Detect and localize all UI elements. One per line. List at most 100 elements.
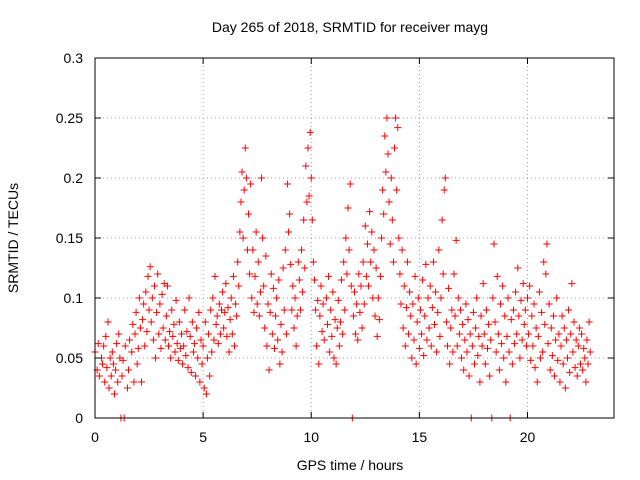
data-point bbox=[413, 318, 421, 326]
data-point bbox=[517, 296, 525, 304]
data-point bbox=[471, 360, 479, 368]
data-point bbox=[426, 282, 434, 290]
data-point bbox=[429, 258, 437, 266]
data-point bbox=[145, 306, 153, 314]
data-point bbox=[540, 258, 548, 266]
data-point bbox=[576, 360, 584, 368]
data-point bbox=[139, 316, 147, 324]
data-point bbox=[451, 312, 459, 320]
data-point bbox=[196, 378, 204, 386]
data-point bbox=[400, 282, 408, 290]
data-point bbox=[351, 288, 358, 296]
data-point bbox=[581, 354, 589, 362]
data-point bbox=[367, 258, 375, 266]
data-point bbox=[253, 300, 261, 308]
data-point bbox=[146, 263, 154, 271]
data-point bbox=[474, 352, 482, 360]
data-point bbox=[543, 240, 551, 248]
data-point bbox=[132, 308, 140, 316]
data-point bbox=[167, 354, 175, 362]
data-point bbox=[147, 318, 155, 326]
data-points bbox=[91, 114, 594, 422]
data-point bbox=[353, 300, 361, 308]
data-point bbox=[144, 272, 152, 280]
data-point bbox=[547, 324, 555, 332]
data-point bbox=[354, 336, 362, 344]
data-point bbox=[159, 324, 167, 332]
data-point bbox=[492, 348, 500, 356]
data-point bbox=[313, 342, 321, 350]
data-point bbox=[406, 288, 414, 296]
data-point bbox=[559, 360, 567, 368]
data-point bbox=[272, 312, 280, 320]
data-point bbox=[341, 306, 349, 314]
data-point bbox=[278, 348, 286, 356]
data-point bbox=[502, 378, 510, 386]
data-point bbox=[456, 306, 464, 314]
data-point bbox=[340, 258, 348, 266]
data-point bbox=[464, 316, 472, 324]
data-point bbox=[275, 276, 283, 284]
data-point bbox=[212, 320, 220, 328]
data-point bbox=[503, 332, 511, 340]
data-point bbox=[494, 330, 502, 338]
data-point bbox=[551, 372, 559, 380]
data-point bbox=[301, 264, 309, 272]
data-point bbox=[511, 340, 519, 348]
data-point bbox=[250, 308, 258, 316]
data-point bbox=[190, 340, 198, 348]
data-point bbox=[270, 344, 278, 352]
data-point bbox=[565, 306, 573, 314]
data-point bbox=[385, 198, 393, 206]
data-point bbox=[104, 318, 112, 326]
data-point bbox=[310, 276, 318, 284]
data-point bbox=[419, 276, 427, 284]
data-point bbox=[283, 180, 291, 188]
data-point bbox=[260, 282, 268, 290]
y-tick-label: 0.2 bbox=[64, 170, 84, 186]
data-point bbox=[460, 366, 468, 374]
data-point bbox=[115, 330, 123, 338]
data-point bbox=[554, 356, 562, 364]
data-point bbox=[335, 342, 343, 350]
data-point bbox=[515, 312, 523, 320]
data-point bbox=[262, 252, 270, 260]
data-point bbox=[162, 312, 170, 320]
data-point bbox=[152, 354, 160, 362]
data-point bbox=[585, 318, 593, 326]
x-axis: 0 5 10 15 20 bbox=[91, 58, 535, 445]
data-point bbox=[131, 330, 139, 338]
data-point bbox=[469, 308, 477, 316]
data-point bbox=[216, 330, 224, 338]
data-point bbox=[480, 330, 488, 338]
data-point bbox=[360, 300, 368, 308]
data-point bbox=[287, 260, 295, 268]
y-tick-label: 0 bbox=[75, 410, 83, 426]
data-point bbox=[201, 318, 209, 326]
data-point bbox=[356, 308, 364, 316]
data-point bbox=[126, 336, 134, 344]
data-point bbox=[290, 324, 298, 332]
data-point bbox=[343, 270, 351, 278]
data-point bbox=[481, 360, 489, 368]
data-point bbox=[476, 378, 484, 386]
data-point bbox=[129, 320, 137, 328]
data-point bbox=[401, 342, 409, 350]
data-point bbox=[166, 328, 174, 336]
data-point bbox=[386, 240, 394, 248]
data-point bbox=[383, 114, 391, 122]
data-point bbox=[552, 336, 560, 344]
data-point bbox=[363, 240, 371, 248]
data-point bbox=[165, 342, 173, 350]
data-point bbox=[566, 368, 574, 376]
data-point bbox=[179, 360, 187, 368]
data-point bbox=[527, 356, 535, 364]
data-point bbox=[402, 304, 410, 312]
data-point bbox=[173, 340, 181, 348]
data-point bbox=[495, 366, 503, 374]
data-point bbox=[436, 332, 444, 340]
data-point bbox=[300, 216, 308, 224]
data-point bbox=[142, 288, 150, 296]
data-point bbox=[245, 210, 253, 218]
